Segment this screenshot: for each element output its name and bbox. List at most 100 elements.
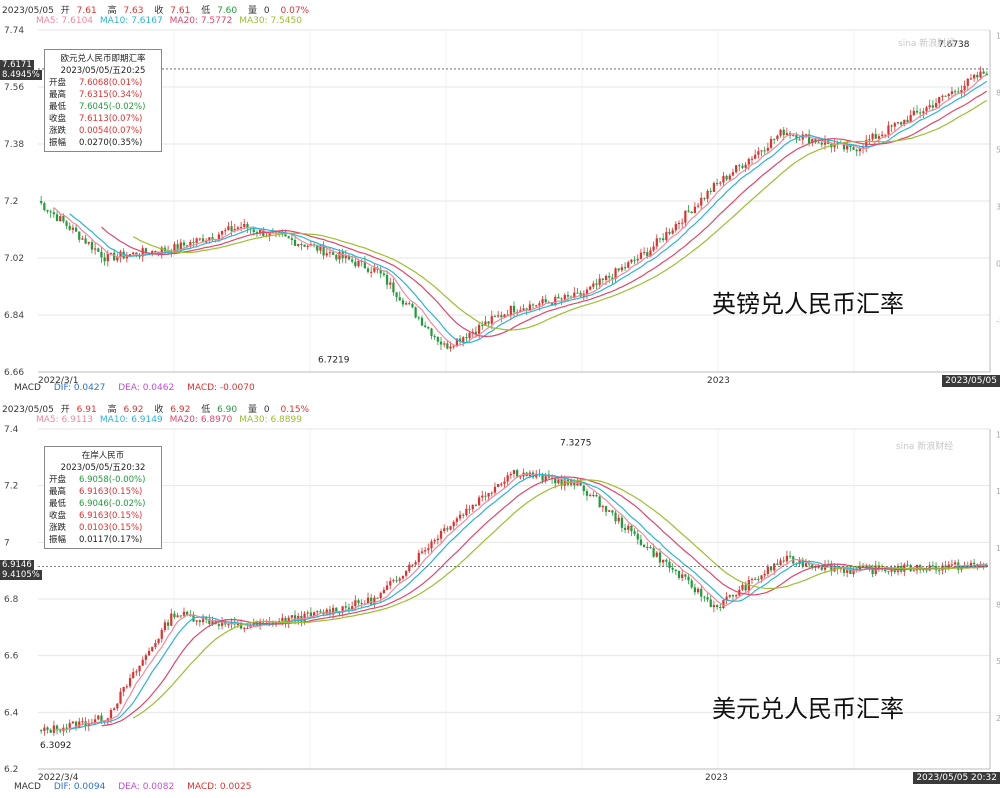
candle-body [484, 495, 487, 497]
current-price-tag: 6.9146 [0, 560, 34, 570]
candle-body [519, 310, 522, 312]
candle-body [979, 71, 982, 78]
candle-body [852, 147, 855, 150]
candle-body [186, 245, 189, 247]
candle-body [293, 239, 297, 246]
open-label: 开 [60, 405, 70, 415]
candle-body [243, 223, 246, 227]
candle-body [198, 238, 201, 240]
gbp-macd-legend: MACD DIF: 0.0427 DEA: 0.0462 MACD: -0.00… [14, 383, 265, 393]
candle-body [633, 259, 636, 261]
candle-body [389, 282, 392, 285]
candle-body [712, 605, 716, 608]
candle-body [623, 267, 627, 269]
candle-body [880, 134, 884, 137]
info-datetime: 2023/05/05/五20:25 [60, 66, 146, 76]
candle-body [220, 230, 224, 235]
candle-body [366, 268, 370, 272]
pct-tick-label: 2% [996, 714, 1000, 723]
candle-body [738, 165, 741, 167]
ma30-line [132, 99, 988, 331]
candle-body [363, 261, 366, 269]
candle-body [106, 253, 109, 262]
candle-body [449, 346, 452, 349]
candle-body [132, 672, 135, 679]
candle-body [408, 564, 411, 572]
candle-body [325, 609, 328, 615]
info-row-label: 收盘 [49, 114, 67, 124]
candle-body [157, 638, 160, 643]
candle-body [452, 521, 455, 527]
candle-body [639, 252, 643, 259]
pct-tick-label: -3% [996, 317, 1000, 326]
candle-body [385, 585, 389, 590]
low-label: 低 [201, 405, 211, 415]
candle-body [512, 305, 516, 313]
candle-body [741, 165, 744, 168]
candle-body [519, 476, 522, 478]
candle-body [166, 622, 170, 626]
candle-body [84, 238, 87, 244]
candle-body [763, 150, 766, 152]
candle-body [357, 261, 360, 267]
candle-body [785, 133, 789, 136]
candle-body [427, 548, 430, 551]
macd-dif: DIF: 0.0427 [53, 383, 106, 393]
pct-tick-label: 8% [996, 89, 1000, 98]
info-row-value: 0.0117(0.17%) [79, 535, 143, 545]
candle-body [820, 142, 823, 145]
candle-body [722, 600, 725, 609]
candle-body [674, 569, 677, 571]
candle-body [538, 303, 541, 306]
candle-body [395, 292, 398, 298]
candle-body [138, 255, 141, 257]
candle-body [649, 250, 652, 257]
candle-body [785, 555, 789, 562]
open-value: 7.61 [76, 6, 97, 16]
candle-body [776, 563, 779, 565]
candle-body [871, 568, 874, 575]
macd-dif: DIF: 0.0094 [53, 782, 106, 792]
candle-body [820, 567, 823, 570]
candle-body [443, 343, 446, 345]
candle-body [141, 659, 144, 666]
candle-body [322, 245, 325, 256]
candle-body [614, 268, 617, 279]
info-row-label: 最低 [49, 499, 67, 509]
candle-body [490, 492, 493, 494]
sina-watermark: sina 新浪财经 [898, 39, 956, 49]
candle-body [55, 725, 59, 731]
candle-body [630, 525, 633, 532]
candle-body [319, 611, 322, 613]
candle-body [376, 597, 379, 599]
macd-dea: DEA: 0.0462 [118, 383, 175, 393]
candle-body [49, 729, 52, 733]
candle-body [858, 148, 862, 152]
pct-tick-label: 8% [996, 601, 1000, 610]
candle-body [351, 259, 354, 262]
macd-value: MACD: -0.0070 [187, 383, 255, 393]
close-label: 收 [154, 405, 164, 415]
candle-body [985, 565, 988, 567]
candle-body [598, 278, 601, 285]
info-row: 收盘 6.9163(0.15%) [49, 510, 157, 522]
candle-body [684, 574, 687, 577]
candle-body [865, 566, 868, 568]
candle-body [427, 326, 430, 329]
candle-body [585, 491, 589, 496]
candle-body [662, 238, 665, 241]
info-row-label: 涨跌 [49, 126, 67, 136]
y-tick-label: 7.56 [4, 83, 24, 93]
info-row-value: 6.9163(0.15%) [79, 487, 143, 497]
candle-body [227, 226, 230, 231]
candle-body [293, 615, 297, 622]
vol-value: 0 [263, 6, 270, 16]
candle-body [71, 227, 75, 230]
candle-body [211, 237, 214, 240]
candle-body [522, 308, 525, 311]
candle-body [135, 671, 138, 673]
high-value: 7.63 [123, 6, 144, 16]
candle-body [938, 96, 941, 104]
candle-body [354, 600, 357, 607]
candle-body [649, 546, 652, 549]
